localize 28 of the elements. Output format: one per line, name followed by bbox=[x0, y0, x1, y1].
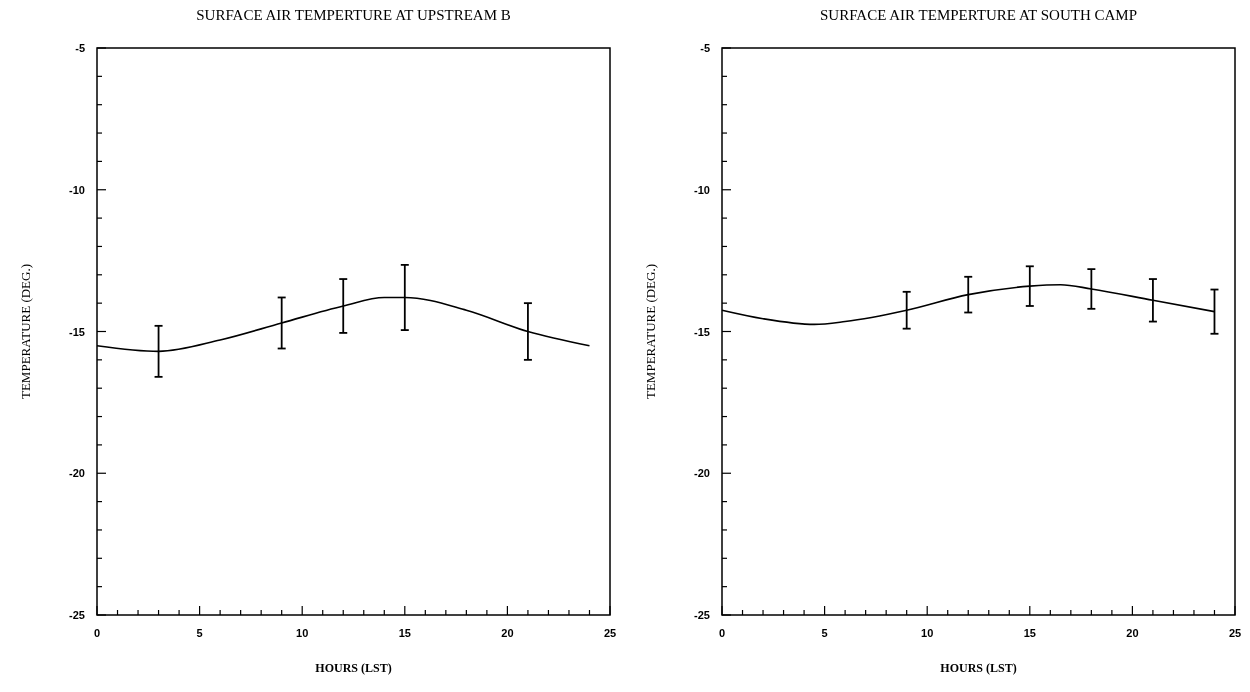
y-tick-label: -25 bbox=[69, 609, 85, 621]
x-tick-label: 20 bbox=[501, 627, 514, 639]
x-tick-label: 0 bbox=[93, 627, 101, 639]
x-tick-label: 10 bbox=[296, 627, 309, 639]
y-axis-title: TEMPERATURE (DEG.) bbox=[643, 263, 658, 400]
chart-title: SURFACE AIR TEMPERTURE AT SOUTH CAMP bbox=[819, 7, 1138, 23]
x-tick-label: 15 bbox=[398, 627, 411, 639]
chart-title: SURFACE AIR TEMPERTURE AT UPSTREAM B bbox=[196, 7, 511, 23]
x-tick-label: 5 bbox=[196, 627, 203, 639]
y-tick-label: -5 bbox=[75, 42, 85, 54]
x-tick-label: 5 bbox=[821, 627, 828, 639]
x-tick-label: 0 bbox=[718, 627, 726, 639]
y-tick-label: -15 bbox=[694, 325, 710, 338]
x-tick-label: 25 bbox=[603, 627, 617, 639]
y-tick-label: -10 bbox=[694, 183, 710, 196]
y-tick-label: -5 bbox=[700, 42, 710, 54]
x-tick-label: 15 bbox=[1023, 627, 1036, 639]
y-tick-label: -20 bbox=[694, 467, 710, 480]
x-tick-label: 20 bbox=[1126, 627, 1139, 639]
x-tick-label: 25 bbox=[1228, 627, 1242, 639]
y-tick-label: -20 bbox=[69, 467, 85, 480]
x-axis-title: HOURS (LST) bbox=[940, 661, 1017, 675]
x-axis-title: HOURS (LST) bbox=[315, 661, 392, 675]
y-axis-title: TEMPERATURE (DEG.) bbox=[18, 263, 33, 400]
y-tick-label: -25 bbox=[694, 609, 710, 621]
y-tick-label: -15 bbox=[69, 325, 85, 338]
x-tick-label: 10 bbox=[921, 627, 934, 639]
y-tick-label: -10 bbox=[69, 183, 85, 196]
